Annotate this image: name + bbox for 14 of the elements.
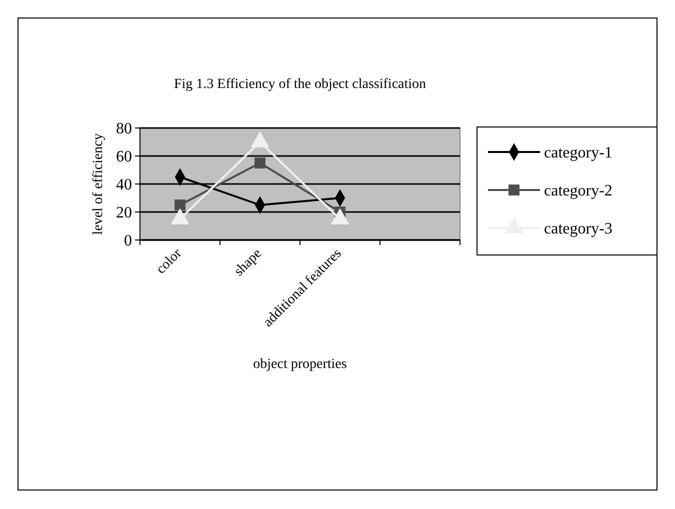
legend-label: category-2 [544,182,612,200]
y-tick-label: 40 [116,176,132,194]
point [254,158,266,168]
y-axis-title: level of efficiency [91,133,106,235]
chart-title: Fig 1.3 Efficiency of the object classification [174,77,426,92]
x-axis-title: object properties [253,357,347,372]
y-tick-label: 80 [116,120,132,138]
y-tick-label: 60 [116,148,132,166]
y-tick-label: 20 [116,204,132,222]
y-tick-label: 0 [124,232,132,250]
legend-label: category-1 [544,144,612,162]
legend-label: category-3 [544,220,612,238]
point [174,200,186,210]
x-tick-label: color [154,246,186,278]
